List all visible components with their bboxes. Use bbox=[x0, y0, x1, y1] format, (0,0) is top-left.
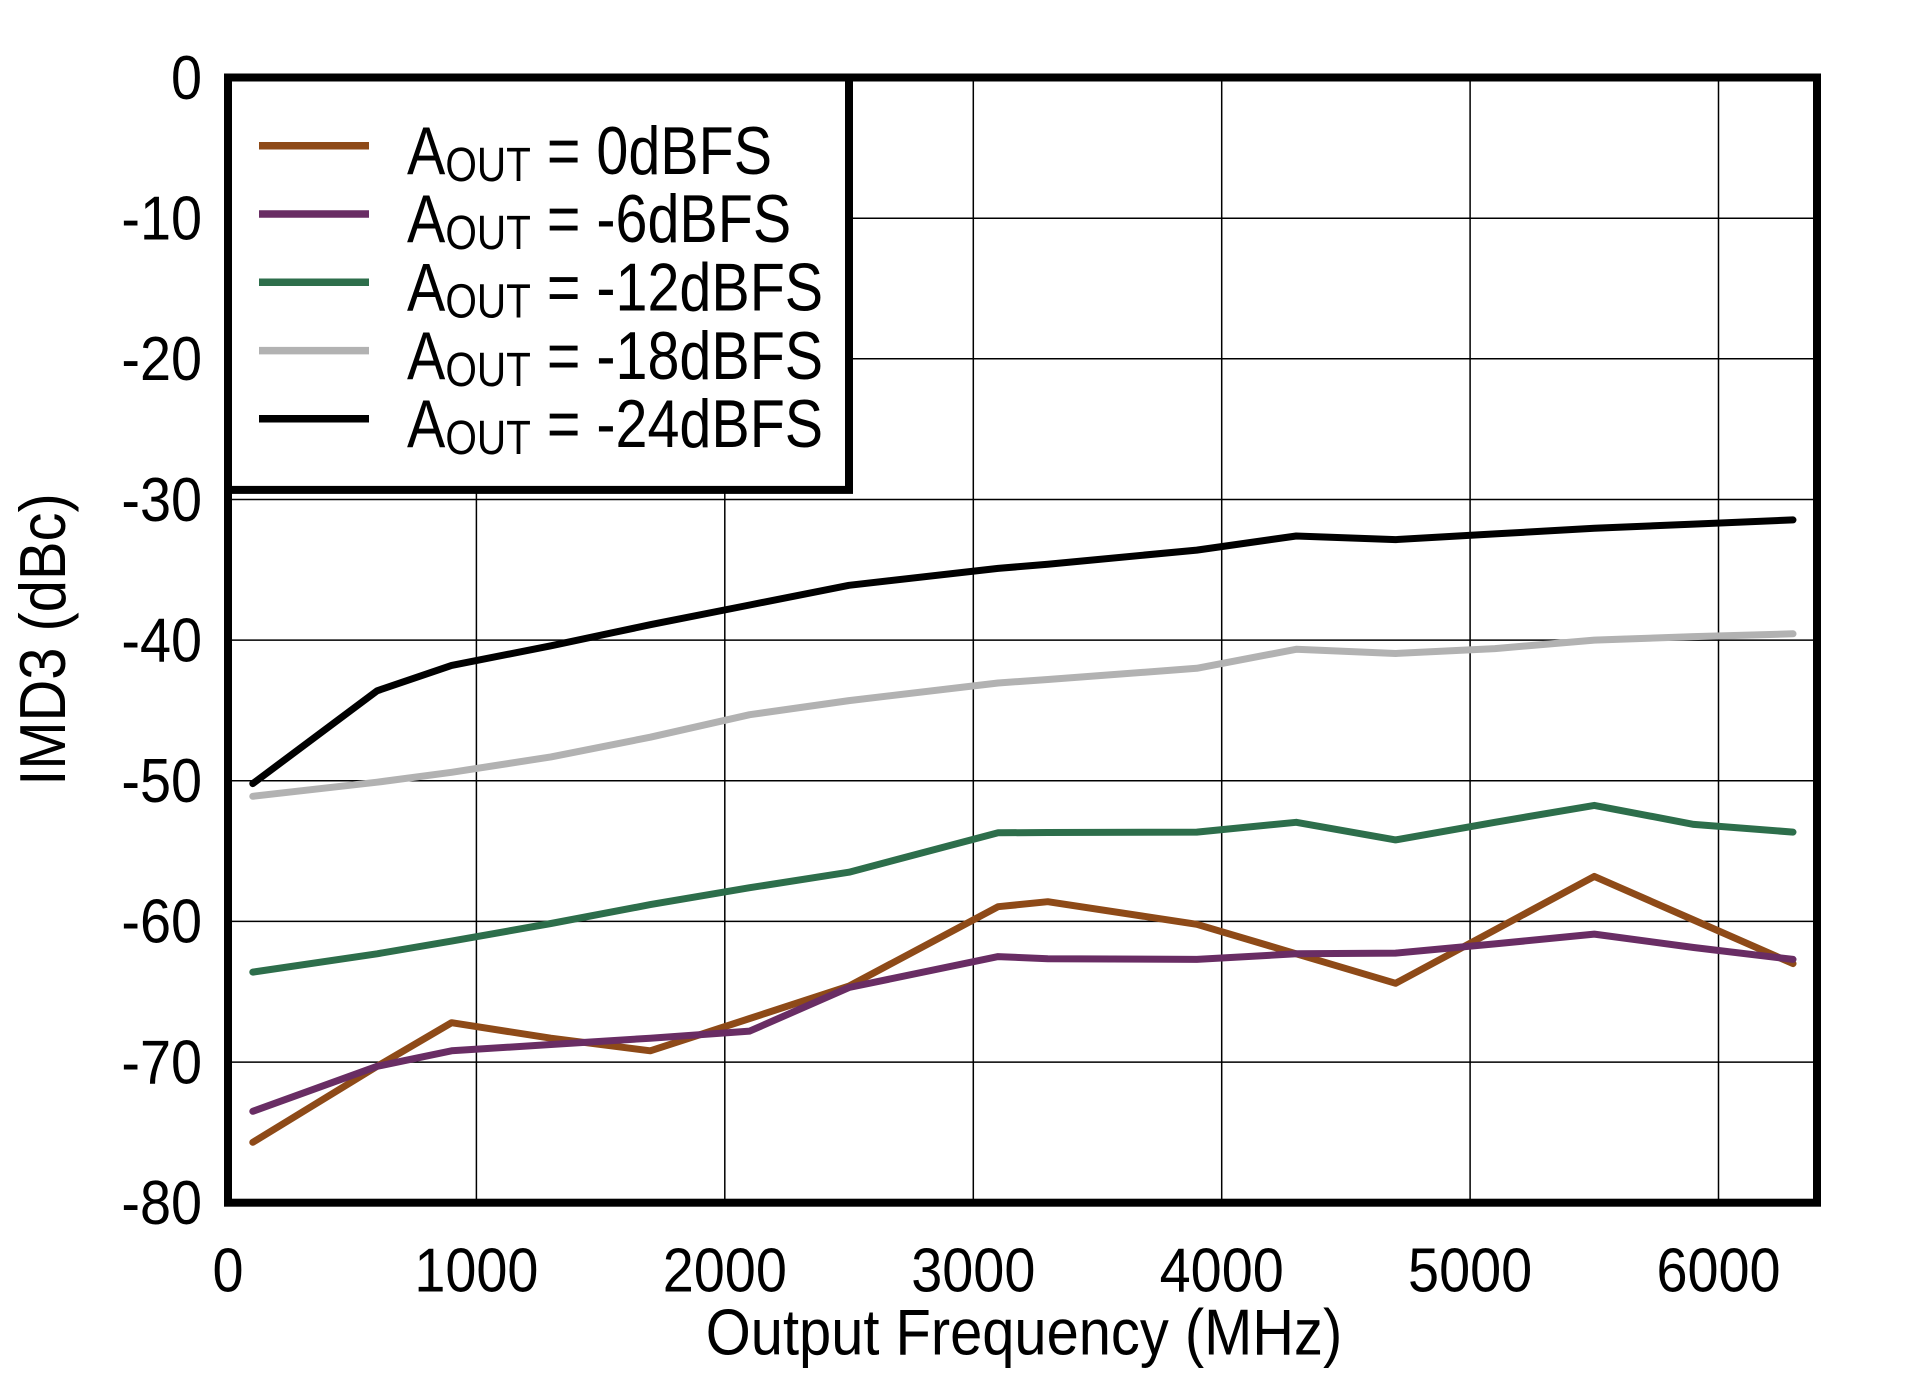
svg-text:3000: 3000 bbox=[911, 1237, 1035, 1305]
svg-text:-20: -20 bbox=[121, 325, 202, 393]
svg-text:0: 0 bbox=[212, 1237, 243, 1305]
svg-text:Output Frequency (MHz): Output Frequency (MHz) bbox=[706, 1296, 1342, 1369]
svg-text:4000: 4000 bbox=[1160, 1237, 1284, 1305]
svg-text:-60: -60 bbox=[121, 888, 202, 956]
svg-text:AOUT = -24dBFS: AOUT = -24dBFS bbox=[407, 387, 823, 465]
svg-text:IMD3 (dBc): IMD3 (dBc) bbox=[7, 493, 80, 785]
svg-text:AOUT = -6dBFS: AOUT = -6dBFS bbox=[407, 182, 791, 260]
svg-text:2000: 2000 bbox=[663, 1237, 787, 1305]
svg-text:-70: -70 bbox=[121, 1029, 202, 1097]
svg-text:-30: -30 bbox=[121, 466, 202, 534]
svg-text:5000: 5000 bbox=[1408, 1237, 1532, 1305]
svg-text:-80: -80 bbox=[121, 1169, 202, 1237]
svg-text:0: 0 bbox=[171, 44, 202, 112]
svg-text:6000: 6000 bbox=[1656, 1237, 1780, 1305]
svg-text:-50: -50 bbox=[121, 747, 202, 815]
svg-text:-10: -10 bbox=[121, 185, 202, 253]
svg-text:-40: -40 bbox=[121, 607, 202, 675]
svg-text:1000: 1000 bbox=[414, 1237, 538, 1305]
